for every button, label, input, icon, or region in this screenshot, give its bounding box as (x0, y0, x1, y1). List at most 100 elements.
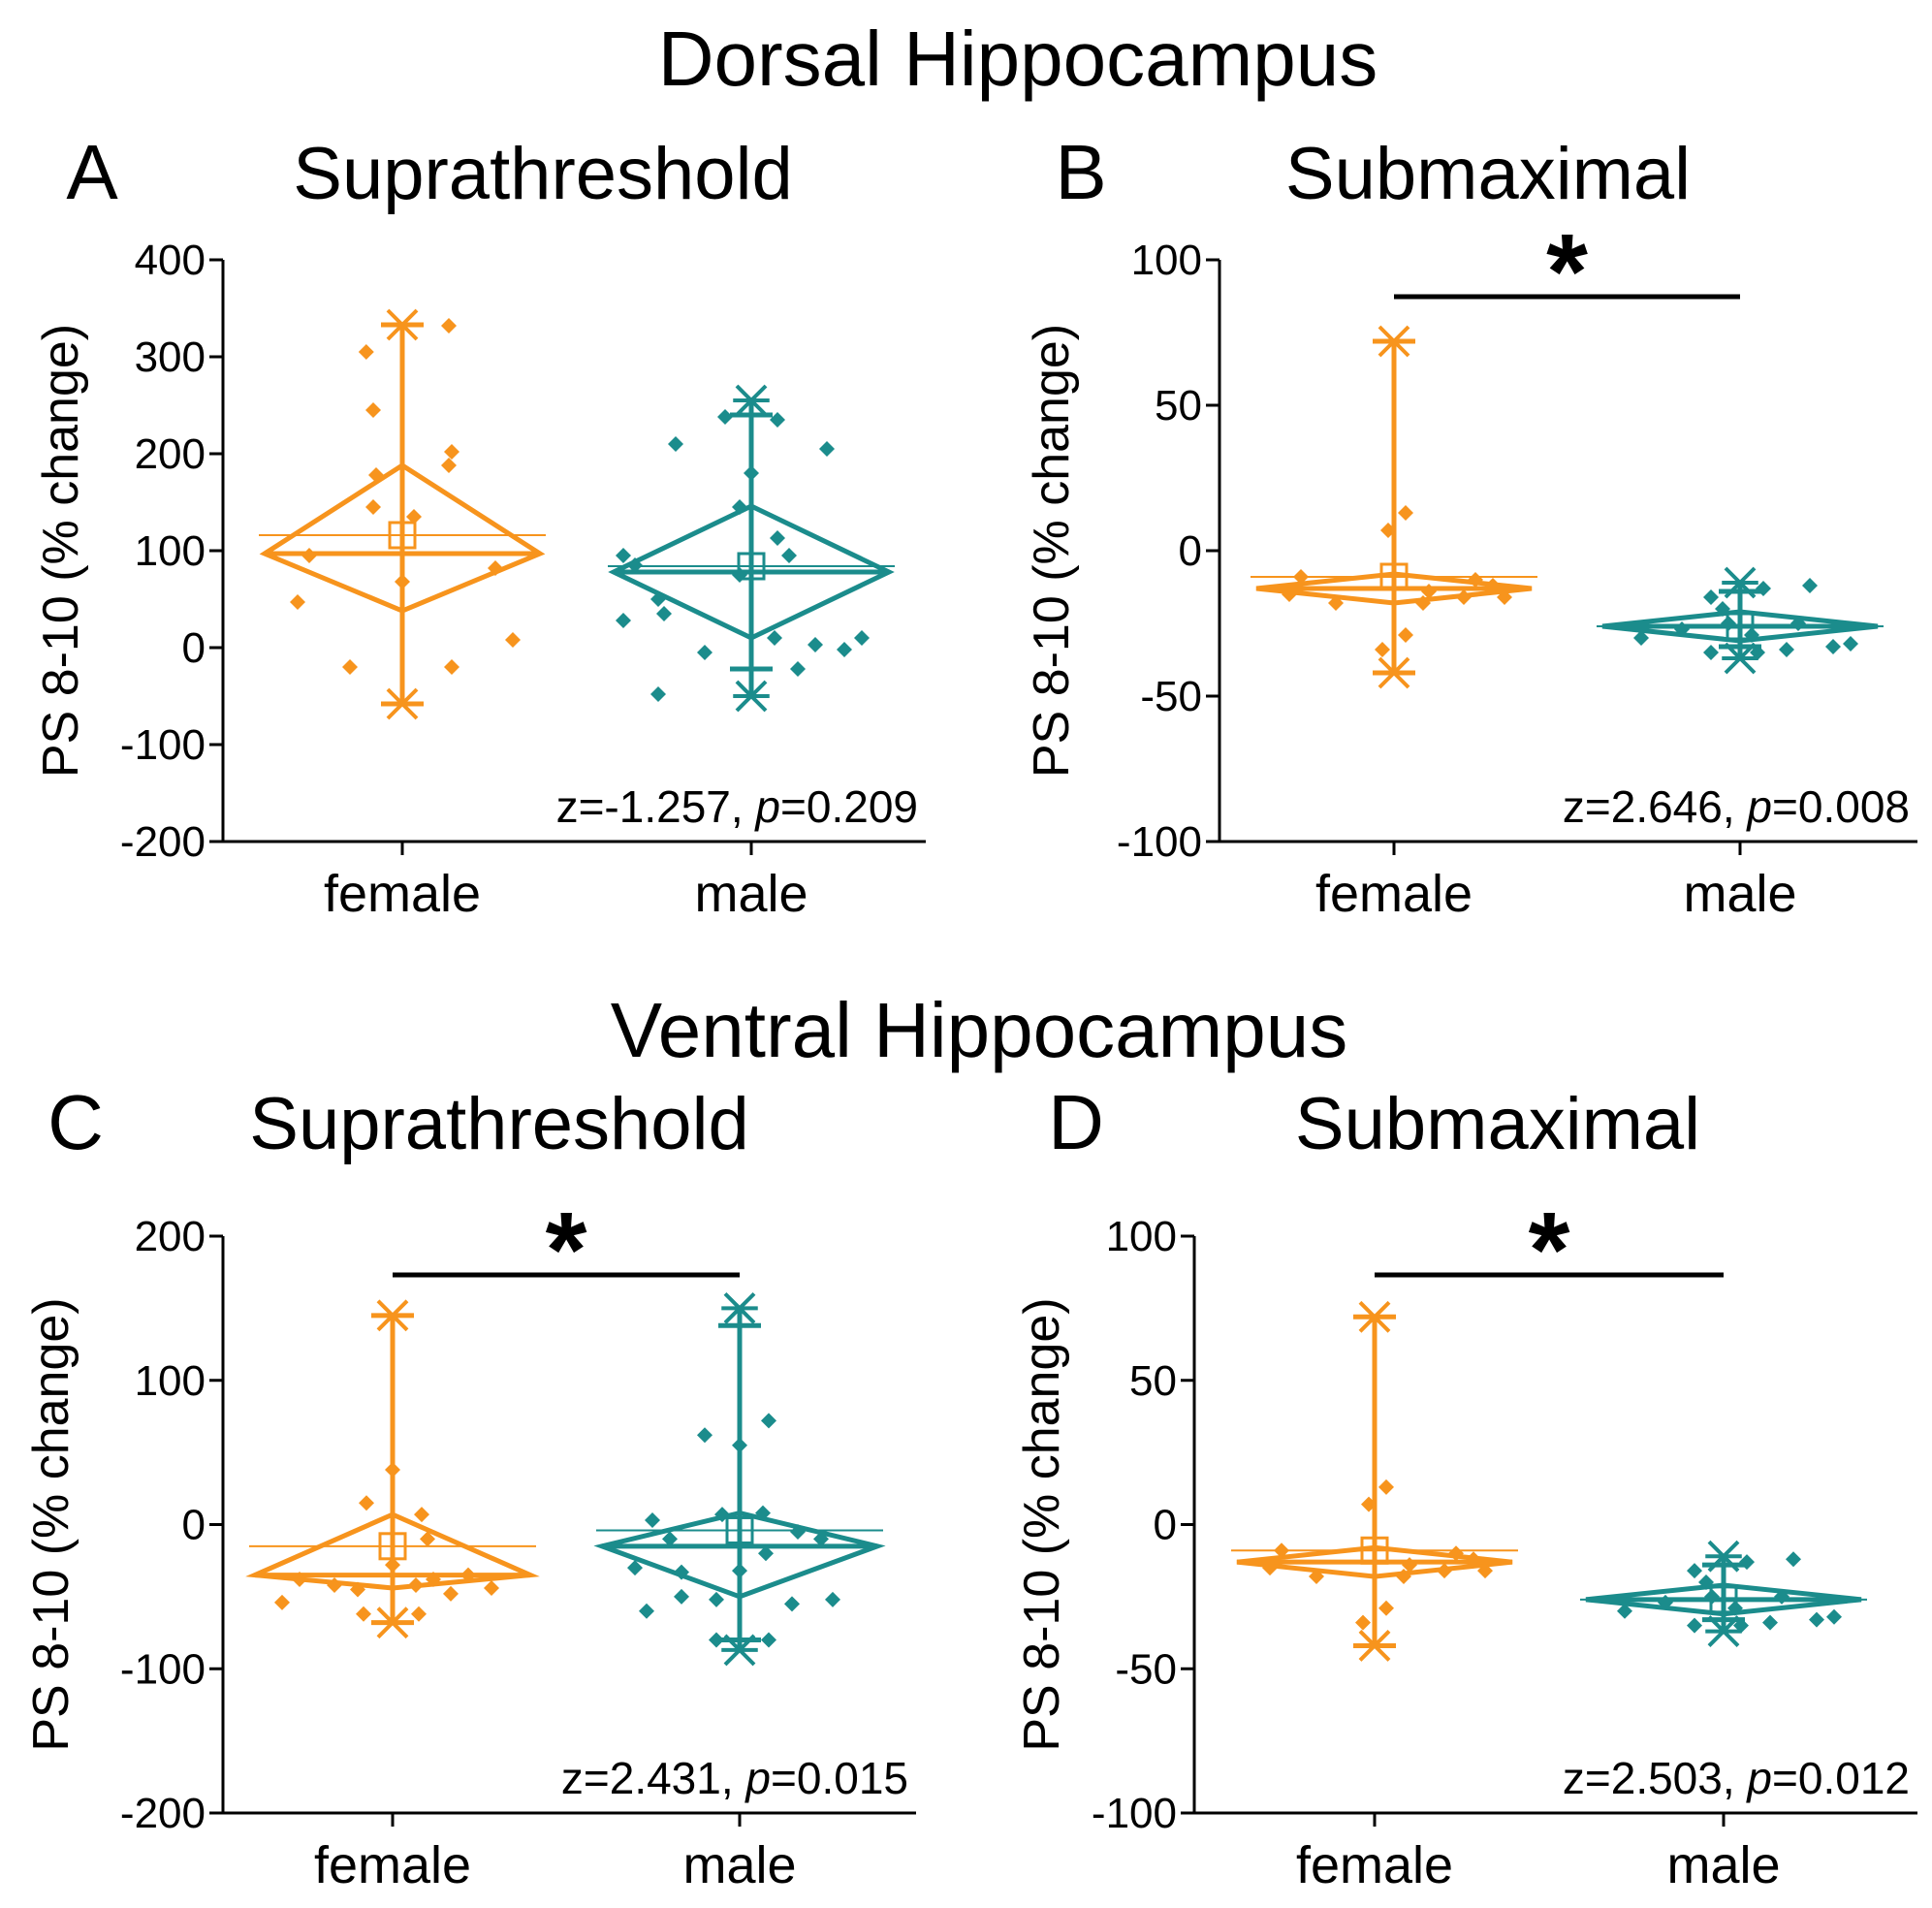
panel-letter: A (66, 129, 118, 215)
data-point (441, 318, 457, 334)
data-point (1617, 1603, 1632, 1619)
data-point (1415, 595, 1431, 611)
data-point (1262, 1560, 1278, 1576)
data-point (1361, 1496, 1377, 1512)
data-point (1421, 584, 1437, 599)
y-tick-label: -200 (120, 818, 206, 866)
data-point (1658, 1594, 1673, 1610)
data-point (408, 1576, 424, 1593)
data-point (488, 560, 503, 576)
stat-label: z=2.431, p=0.015 (561, 1753, 908, 1803)
data-point (1375, 642, 1390, 657)
data-point (358, 344, 374, 360)
data-point (1468, 572, 1483, 588)
data-point (1739, 1554, 1755, 1571)
data-point (356, 1606, 371, 1622)
data-point (1809, 1611, 1824, 1628)
data-point (1779, 642, 1794, 657)
x-tick-label: male (1666, 1836, 1780, 1894)
data-point (825, 1591, 840, 1607)
data-point (327, 1576, 342, 1593)
data-point (420, 1531, 435, 1547)
data-point (616, 613, 631, 628)
data-point (668, 436, 683, 452)
y-tick-label: -100 (120, 1645, 206, 1693)
data-point (656, 606, 672, 621)
y-tick-label: -100 (1117, 818, 1202, 866)
data-point (819, 441, 835, 457)
data-point (1398, 627, 1413, 643)
y-tick-label: -50 (1115, 1645, 1177, 1693)
data-point (385, 1557, 400, 1574)
data-point (813, 1531, 829, 1547)
stat-label: z=-1.257, p=0.209 (556, 781, 918, 832)
data-point (350, 1581, 365, 1598)
data-point (1774, 1588, 1789, 1605)
data-point (1466, 1551, 1481, 1568)
mean-marker (388, 521, 417, 550)
data-point (1355, 1614, 1371, 1631)
y-tick-label: 0 (182, 1502, 206, 1549)
panel-b: B Submaximal -100 -50 0 50 100 PS 8-10 (% chang… (1024, 129, 1917, 923)
data-point (505, 632, 521, 648)
stat-z: z=-1.257, (556, 781, 756, 832)
data-point (790, 661, 806, 677)
data-point (1704, 1588, 1720, 1605)
y-tick-label: -200 (120, 1790, 206, 1837)
data-point (365, 402, 381, 418)
series-female (245, 1299, 540, 1639)
series-male (1597, 566, 1884, 675)
y-axis-label: PS 8-10 (% change) (33, 324, 89, 778)
y-tick-label: 100 (1106, 1213, 1177, 1260)
data-point (1786, 1551, 1801, 1568)
x-tick-label: female (324, 865, 481, 923)
data-point (837, 642, 852, 657)
panel-letter: D (1048, 1079, 1104, 1165)
data-point (770, 412, 785, 428)
data-point (758, 1545, 774, 1562)
data-point (1756, 581, 1771, 596)
data-point (1715, 601, 1730, 617)
data-point (1328, 595, 1344, 611)
data-point (1825, 639, 1841, 654)
data-point (790, 1523, 806, 1540)
data-point (484, 1579, 499, 1596)
y-tick-label: 100 (135, 1357, 206, 1405)
data-point (761, 1413, 776, 1429)
data-point (1378, 1600, 1394, 1616)
data-point (732, 1437, 747, 1453)
stat-p: =0.015 (771, 1753, 908, 1803)
data-point (1703, 645, 1719, 660)
data-point (784, 1596, 800, 1612)
stat-p: =0.012 (1772, 1753, 1910, 1803)
x-tick-label: male (1683, 865, 1796, 923)
data-point (1309, 1569, 1324, 1585)
series-female (1251, 325, 1537, 689)
data-point (1274, 1542, 1289, 1559)
stat-z: z=2.503, (1563, 1753, 1748, 1803)
data-point (1674, 621, 1690, 637)
data-point (1633, 630, 1649, 646)
data-point (444, 444, 459, 460)
data-point (1762, 1614, 1778, 1631)
data-point (1448, 1545, 1464, 1562)
data-point (1843, 636, 1858, 652)
x-tick-label: female (1296, 1836, 1453, 1894)
series-male (593, 1291, 886, 1667)
data-point (385, 1461, 400, 1478)
stat-p-label: p (1745, 781, 1772, 832)
panel-a: A Suprathreshold -200 -100 0 100 200 300 400 PS 8… (33, 129, 926, 923)
y-tick-label: 300 (135, 334, 206, 381)
data-point (1703, 589, 1719, 605)
y-axis-label: PS 8-10 (% change) (1014, 1297, 1070, 1751)
series-male (1580, 1540, 1867, 1647)
series-female (259, 308, 546, 720)
data-point (1396, 1569, 1411, 1585)
y-tick-label: 50 (1129, 1357, 1177, 1405)
x-tick-label: female (314, 1836, 471, 1894)
data-point (1378, 1479, 1394, 1495)
data-point (1293, 569, 1309, 585)
stat-label: z=2.503, p=0.012 (1563, 1753, 1910, 1803)
data-point (1750, 645, 1765, 660)
